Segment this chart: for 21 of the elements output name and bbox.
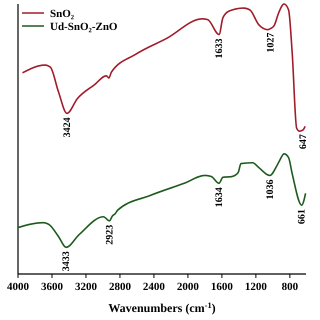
annotation: 661	[296, 209, 308, 224]
annotation: 3433	[61, 251, 72, 272]
annotation: 1027	[266, 32, 277, 53]
x-tick-label: 3600	[40, 281, 64, 293]
x-axis-title: Wavenumbers (cm$^{-1}$)	[108, 300, 216, 315]
annotation: 1036	[264, 179, 276, 200]
annotation: 2923	[104, 224, 116, 245]
x-tick-label: 1600	[210, 281, 234, 293]
x-tick-label: 3200	[74, 281, 98, 293]
legend-label: Ud-SnO₂-ZnO	[50, 21, 118, 33]
annotation: 647	[298, 134, 309, 150]
annotation: 1633	[214, 38, 226, 59]
legend-label: SnO₂	[50, 8, 75, 20]
annotation: 3424	[62, 117, 73, 138]
x-tick-label: 4000	[7, 281, 30, 293]
x-tick-label: 2000	[176, 281, 200, 293]
x-tick-label: 2400	[142, 281, 166, 293]
x-tick-label: 800	[282, 281, 299, 293]
x-tick-label: 2800	[108, 281, 132, 293]
annotation: 1634	[214, 187, 226, 208]
x-tick-label: 1200	[244, 281, 268, 293]
